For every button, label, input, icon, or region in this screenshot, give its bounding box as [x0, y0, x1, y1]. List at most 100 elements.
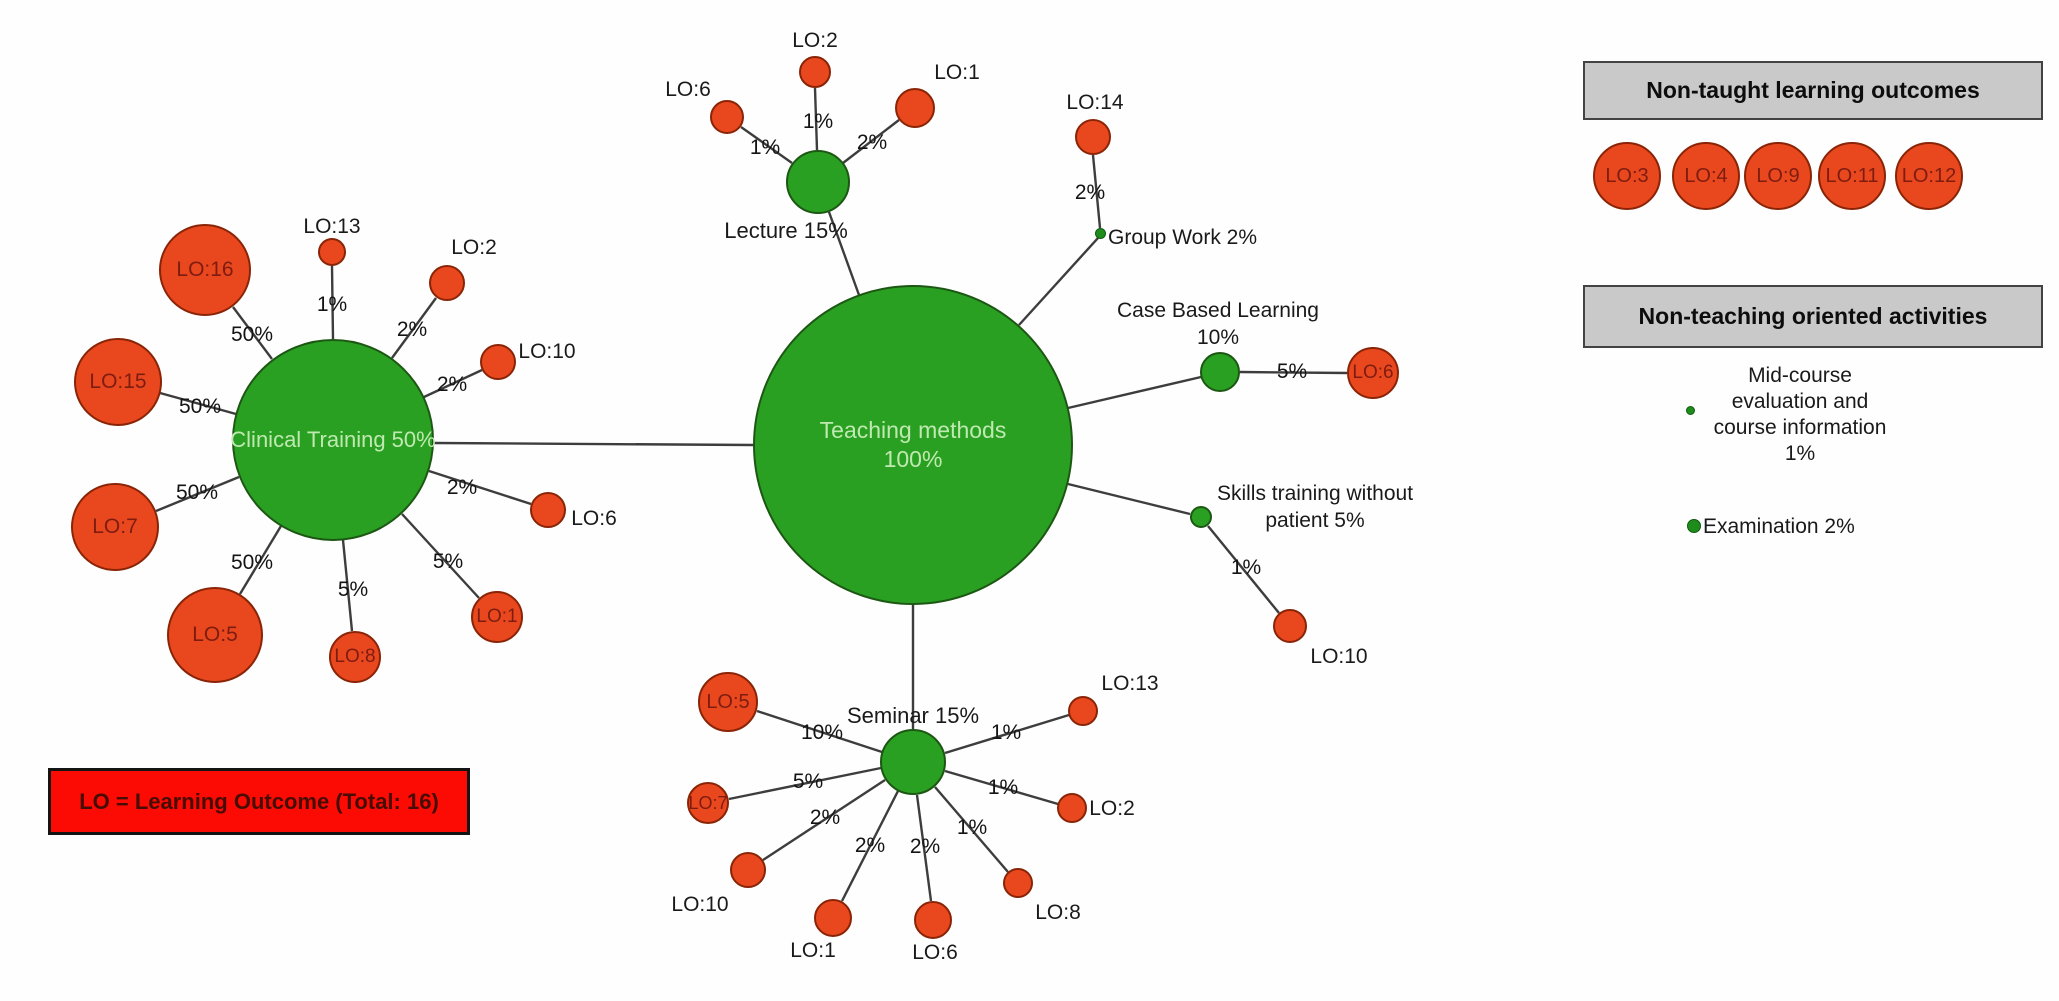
pct-clinical-lo15: 50%: [178, 395, 222, 418]
node-seminar-lo7: LO:7: [687, 782, 729, 824]
node-clinical-lo1: LO:1: [471, 591, 523, 643]
edge-seminar-lo10: [762, 778, 886, 862]
pct-seminar-lo13: 1%: [990, 721, 1022, 744]
edge-group-work-lo14: [1091, 154, 1102, 229]
pct-seminar-lo2: 1%: [987, 776, 1019, 799]
pct-seminar-lo8: 1%: [956, 816, 988, 839]
node-seminar-lo1: [814, 899, 852, 937]
pct-lecture-lo6: 1%: [749, 136, 781, 159]
node-teaching-methods: Teaching methods 100%: [753, 285, 1073, 605]
edge-clinical-lo2: [391, 297, 437, 359]
header-non-taught: Non-taught learning outcomes: [1583, 61, 2043, 120]
pct-clinical-lo16: 50%: [230, 323, 274, 346]
node-lecture-lo2: [799, 56, 831, 88]
node-clinical-lo13: [318, 238, 346, 266]
label-seminar: Seminar 15%: [846, 703, 980, 728]
edge-clinical-lo7: [155, 475, 240, 513]
label-seminar-lo13: LO:13: [1101, 672, 1159, 695]
edge-clinical-lo6: [428, 469, 532, 506]
label-skills-lo10: LO:10: [1310, 645, 1368, 668]
node-lecture-lo1: [895, 88, 935, 128]
edge-seminar-lo8: [934, 786, 1009, 873]
node-clinical-lo7: LO:7: [71, 483, 159, 571]
node-case-based-learning: [1200, 352, 1240, 392]
edge-clinical-lo5: [238, 525, 283, 595]
label-group-work-lo14: LO:14: [1066, 91, 1124, 114]
pct-clinical-lo7: 50%: [175, 481, 219, 504]
node-group-work-lo14: [1075, 119, 1111, 155]
node-clinical-training-label: Clinical Training 50%: [230, 427, 436, 452]
edge-root-group-work: [1018, 237, 1099, 326]
edge-seminar-lo13: [944, 713, 1070, 755]
node-seminar-lo5: LO:5: [698, 672, 758, 732]
node-mid-course-dot: [1686, 406, 1695, 415]
edge-root-case-based: [1067, 375, 1202, 410]
node-skills-lo10: [1273, 609, 1307, 643]
label-case-based-learning: Case Based Learning 10%: [1117, 299, 1319, 349]
label-lecture-lo6: LO:6: [665, 78, 711, 101]
node-clinical-lo8: LO:8: [329, 631, 381, 683]
edge-root-skills: [1067, 482, 1191, 516]
pct-seminar-lo1: 2%: [854, 834, 886, 857]
label-clinical-lo6: LO:6: [571, 507, 617, 530]
node-skills-training: [1190, 506, 1212, 528]
edge-lecture-lo2: [813, 87, 819, 151]
label-seminar-lo2: LO:2: [1089, 797, 1135, 820]
node-seminar-lo13: [1068, 696, 1098, 726]
pct-clinical-lo6: 2%: [446, 476, 478, 499]
label-lecture-lo1: LO:1: [934, 61, 980, 84]
pct-clinical-lo10: 2%: [436, 373, 468, 396]
pct-clinical-lo5: 50%: [230, 551, 274, 574]
pct-skills-lo10: 1%: [1230, 556, 1262, 579]
node-clinical-training: Clinical Training 50%: [230, 339, 436, 541]
edge-seminar-lo2: [944, 769, 1059, 806]
label-group-work: Group Work 2%: [1108, 226, 1257, 249]
edge-clinical-lo16: [232, 306, 273, 360]
edge-seminar-lo7: [728, 766, 882, 801]
node-seminar-lo6: [914, 901, 952, 939]
node-non-taught-lo11: LO:11: [1818, 142, 1886, 210]
label-lecture-lo2: LO:2: [792, 29, 838, 52]
label-clinical-lo13: LO:13: [303, 215, 361, 238]
pct-clinical-lo2: 2%: [396, 318, 428, 341]
header-non-teaching: Non-teaching oriented activities: [1583, 285, 2043, 348]
node-seminar-lo8: [1003, 868, 1033, 898]
pct-seminar-lo6: 2%: [909, 835, 941, 858]
node-lecture: [786, 150, 850, 214]
node-non-taught-lo3: LO:3: [1593, 142, 1661, 210]
edge-skills-lo10: [1207, 525, 1280, 614]
edge-clinical-lo8: [341, 539, 354, 632]
node-clinical-lo15: LO:15: [74, 338, 162, 426]
edge-lecture-lo1: [842, 119, 900, 164]
node-clinical-lo5: LO:5: [167, 587, 263, 683]
label-seminar-lo8: LO:8: [1035, 901, 1081, 924]
edge-lecture-lo6: [740, 126, 793, 164]
pct-group-work-lo14: 2%: [1074, 181, 1106, 204]
label-seminar-lo6: LO:6: [912, 941, 958, 964]
node-group-work: [1095, 228, 1106, 239]
node-non-taught-lo4: LO:4: [1672, 142, 1740, 210]
label-seminar-lo1: LO:1: [790, 939, 836, 962]
node-non-taught-lo9: LO:9: [1744, 142, 1812, 210]
edge-root-clinical: [433, 441, 754, 447]
node-seminar-lo10: [730, 852, 766, 888]
node-non-taught-lo12: LO:12: [1895, 142, 1963, 210]
node-clinical-lo16: LO:16: [159, 224, 251, 316]
node-examination-dot: [1687, 519, 1701, 533]
edge-seminar-lo5: [756, 709, 883, 754]
label-clinical-lo10: LO:10: [518, 340, 576, 363]
node-clinical-lo6: [530, 492, 566, 528]
edge-clinical-lo15: [159, 391, 237, 416]
label-skills-training: Skills training without patient 5%: [1216, 482, 1414, 532]
node-clinical-lo10: [480, 344, 516, 380]
legend-box: LO = Learning Outcome (Total: 16): [48, 768, 470, 835]
pct-clinical-lo13: 1%: [316, 293, 348, 316]
edge-root-lecture: [827, 211, 861, 296]
node-seminar-lo2: [1057, 793, 1087, 823]
node-teaching-methods-label: Teaching methods 100%: [819, 417, 1007, 472]
node-lecture-lo6: [710, 100, 744, 134]
label-clinical-lo2: LO:2: [451, 236, 497, 259]
label-lecture: Lecture 15%: [724, 218, 848, 243]
